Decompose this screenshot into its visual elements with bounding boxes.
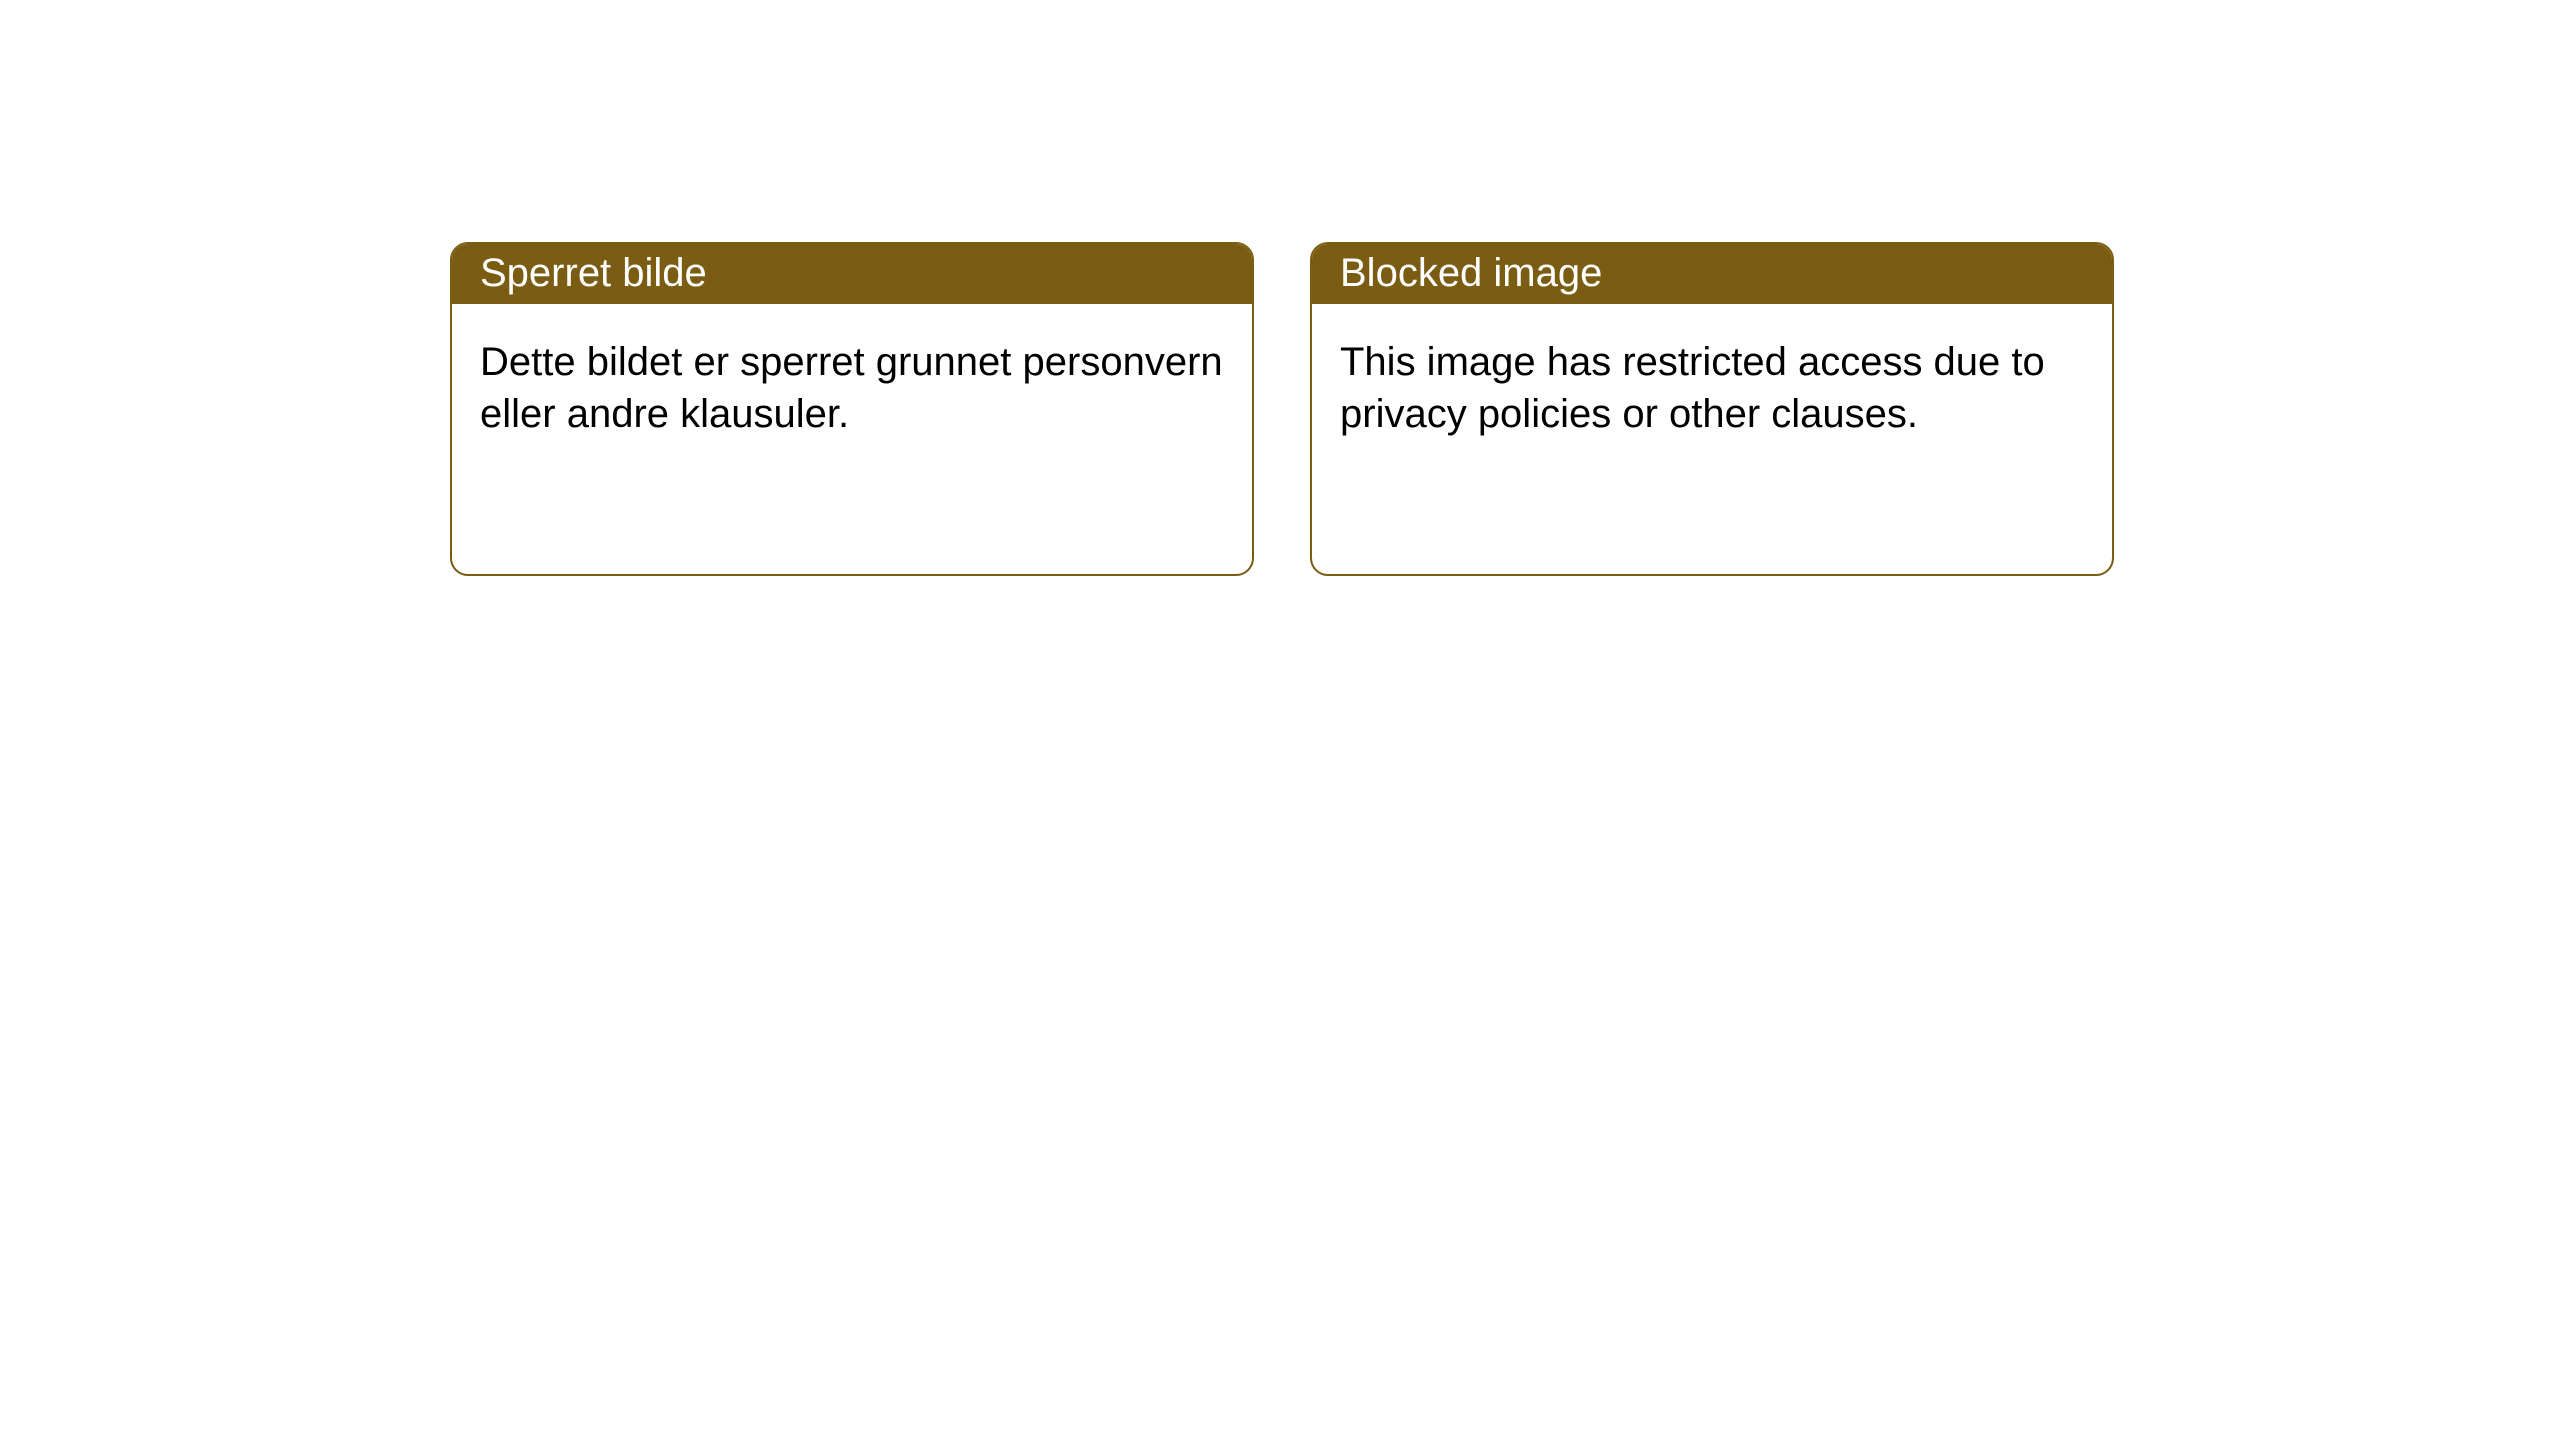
notice-header: Blocked image (1312, 244, 2112, 304)
notice-container: Sperret bilde Dette bildet er sperret gr… (0, 0, 2560, 576)
notice-title: Blocked image (1340, 251, 1602, 295)
notice-box-english: Blocked image This image has restricted … (1310, 242, 2114, 576)
notice-body-text: This image has restricted access due to … (1340, 340, 2045, 436)
notice-box-norwegian: Sperret bilde Dette bildet er sperret gr… (450, 242, 1254, 576)
notice-header: Sperret bilde (452, 244, 1252, 304)
notice-body: Dette bildet er sperret grunnet personve… (452, 304, 1252, 472)
notice-body-text: Dette bildet er sperret grunnet personve… (480, 340, 1223, 436)
notice-body: This image has restricted access due to … (1312, 304, 2112, 472)
notice-title: Sperret bilde (480, 251, 707, 295)
